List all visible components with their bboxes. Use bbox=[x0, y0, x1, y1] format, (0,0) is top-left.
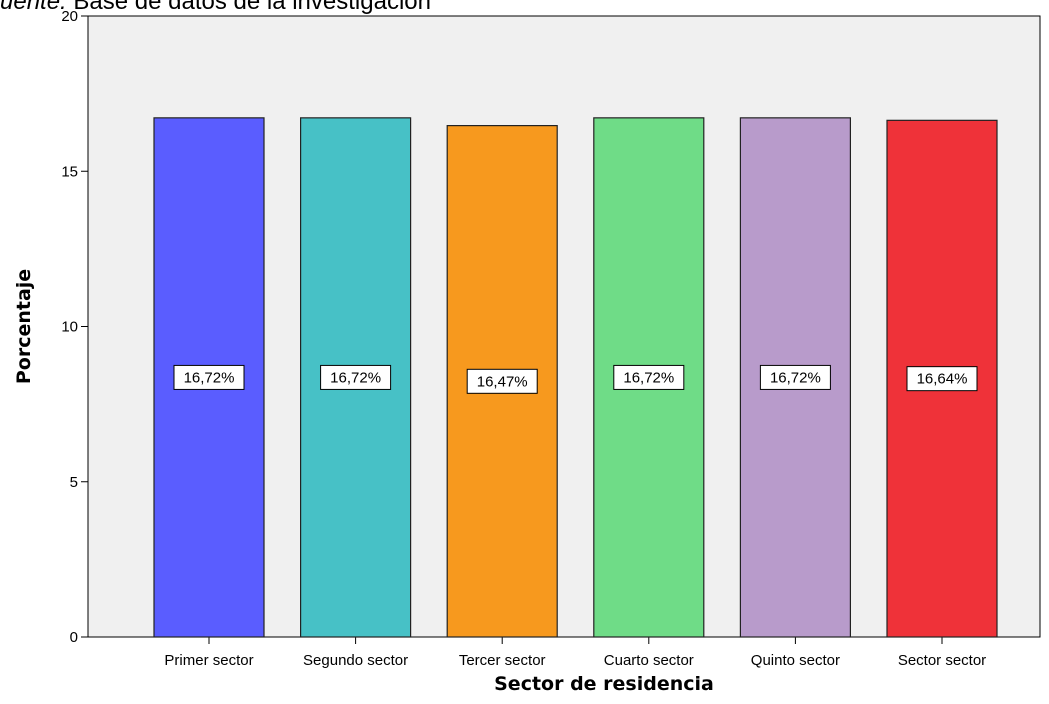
data-label: 16,64% bbox=[906, 366, 978, 392]
data-label-text: 16,72% bbox=[184, 369, 235, 386]
data-label: 16,72% bbox=[320, 364, 392, 390]
caption-source-label: uente: bbox=[0, 0, 67, 15]
bars bbox=[153, 117, 998, 638]
x-tick-label: Sector sector bbox=[898, 652, 986, 669]
data-label: 16,72% bbox=[613, 364, 685, 390]
data-label: 16,72% bbox=[759, 364, 831, 390]
data-label-box bbox=[173, 364, 245, 390]
caption-source-text: Base de datos de la investigación bbox=[66, 0, 431, 15]
data-label-box bbox=[759, 364, 831, 390]
data-label: 16,47% bbox=[466, 368, 538, 394]
x-tick-label: Primer sector bbox=[164, 652, 253, 669]
data-label-box bbox=[613, 364, 685, 390]
y-tick-label: 15 bbox=[61, 163, 78, 180]
x-axis-title: Sector de residencia bbox=[494, 673, 714, 695]
x-tick-label: Cuarto sector bbox=[604, 652, 694, 669]
y-axis-title: Porcentaje bbox=[13, 269, 35, 384]
x-tick-label: Tercer sector bbox=[459, 652, 546, 669]
data-label-text: 16,47% bbox=[477, 373, 528, 390]
data-label-box bbox=[466, 368, 538, 394]
y-tick-label: 5 bbox=[70, 474, 78, 491]
data-label-text: 16,72% bbox=[623, 369, 674, 386]
data-label-box bbox=[906, 366, 978, 392]
x-tick-label: Segundo sector bbox=[303, 652, 408, 669]
data-label-text: 16,64% bbox=[917, 371, 968, 388]
data-label-text: 16,72% bbox=[330, 369, 381, 386]
y-axis: 0 5 10 15 20 bbox=[61, 8, 89, 646]
bar bbox=[153, 117, 265, 638]
x-axis: Primer sector Segundo sector Tercer sector… bbox=[88, 636, 1040, 669]
data-label-text: 16,72% bbox=[770, 369, 821, 386]
chart-source-caption: uente: Base de datos de la investigación bbox=[0, 0, 431, 16]
data-label: 16,72% bbox=[173, 364, 245, 390]
data-labels: 16,72% 16,72% 16,47% 16,72% 16,72% 16,64% bbox=[173, 364, 978, 394]
y-tick-label: 20 bbox=[61, 8, 78, 25]
y-tick-label: 0 bbox=[70, 629, 78, 646]
x-tick-label: Quinto sector bbox=[751, 652, 840, 669]
y-tick-label: 10 bbox=[61, 319, 78, 336]
data-label-box bbox=[320, 364, 392, 390]
